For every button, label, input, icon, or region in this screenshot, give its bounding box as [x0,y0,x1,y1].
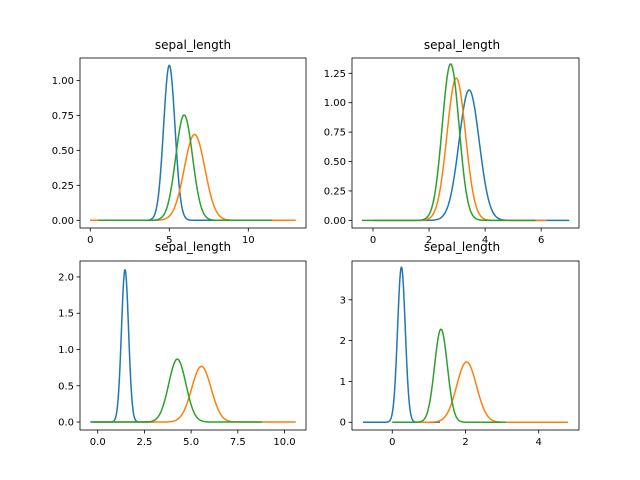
subplot-title: sepal_length [424,240,500,254]
x-tick-label: 2 [426,235,432,246]
x-tick-label: 7.5 [230,437,246,448]
x-tick-label: 0 [87,235,93,246]
subplot-bottom-left: 0.0 2.5 5.0 7.5 10.0 0.0 0.5 1.0 1.5 2.0 sepal_len… [58,240,307,448]
x-tick-label: 0 [389,437,395,448]
y-tick-label: 1.0 [58,345,74,356]
series-line-3 [98,114,273,222]
x-tick-label: 4 [482,235,488,246]
x-tick-label: 10 [242,235,255,246]
subplot-bottom-right: 0 2 4 0 1 2 3 sepal_length [340,240,580,448]
subplot-title: sepal_length [155,38,231,52]
x-tick-label: 4 [536,437,542,448]
y-tick-label: 0.75 [324,128,346,139]
y-tick-label: 0.25 [52,181,74,192]
y-tick-label: 1.00 [52,76,74,87]
x-tick-label: 0 [370,235,376,246]
series-line-2 [392,361,569,423]
x-tick-label: 6 [538,235,544,246]
series-line-3 [361,63,536,222]
subplot-top-right: 0 2 4 6 0.00 0.25 0.50 0.75 1.00 1.25 sepal_length [324,38,580,246]
axes-frame [79,260,307,431]
y-tick-label: 0.00 [52,216,74,227]
y-tick-label: 1.25 [324,69,346,80]
series-line-3 [91,358,263,423]
y-tick-label: 0.75 [52,111,74,122]
axes-frame [79,57,307,229]
y-tick-label: 2.0 [58,272,74,283]
y-tick-label: 1 [340,377,346,388]
subplot-top-left: 0 5 10 0.00 0.25 0.50 0.75 1.00 sepal_length [52,38,307,246]
subplot-title: sepal_length [424,38,500,52]
axes-frame [351,57,580,229]
y-tick-label: 0.00 [324,216,346,227]
x-tick-label: 2 [462,437,468,448]
series-line-3 [391,328,507,423]
x-tick-label: 0.0 [90,437,106,448]
y-tick-label: 0.0 [58,418,74,429]
y-tick-label: 0.50 [324,157,346,168]
y-tick-label: 0.50 [52,146,74,157]
y-tick-label: 2 [340,336,346,347]
subplot-title: sepal_length [155,240,231,254]
y-tick-label: 0.25 [324,186,346,197]
x-tick-label: 2.5 [136,437,152,448]
y-tick-label: 0.5 [58,381,74,392]
y-tick-label: 1.5 [58,309,74,320]
x-tick-label: 5.0 [183,437,199,448]
y-tick-label: 0 [340,418,346,429]
x-tick-label: 5 [166,235,172,246]
x-tick-label: 10.0 [273,437,295,448]
y-tick-label: 3 [340,295,346,306]
y-tick-label: 1.00 [324,98,346,109]
